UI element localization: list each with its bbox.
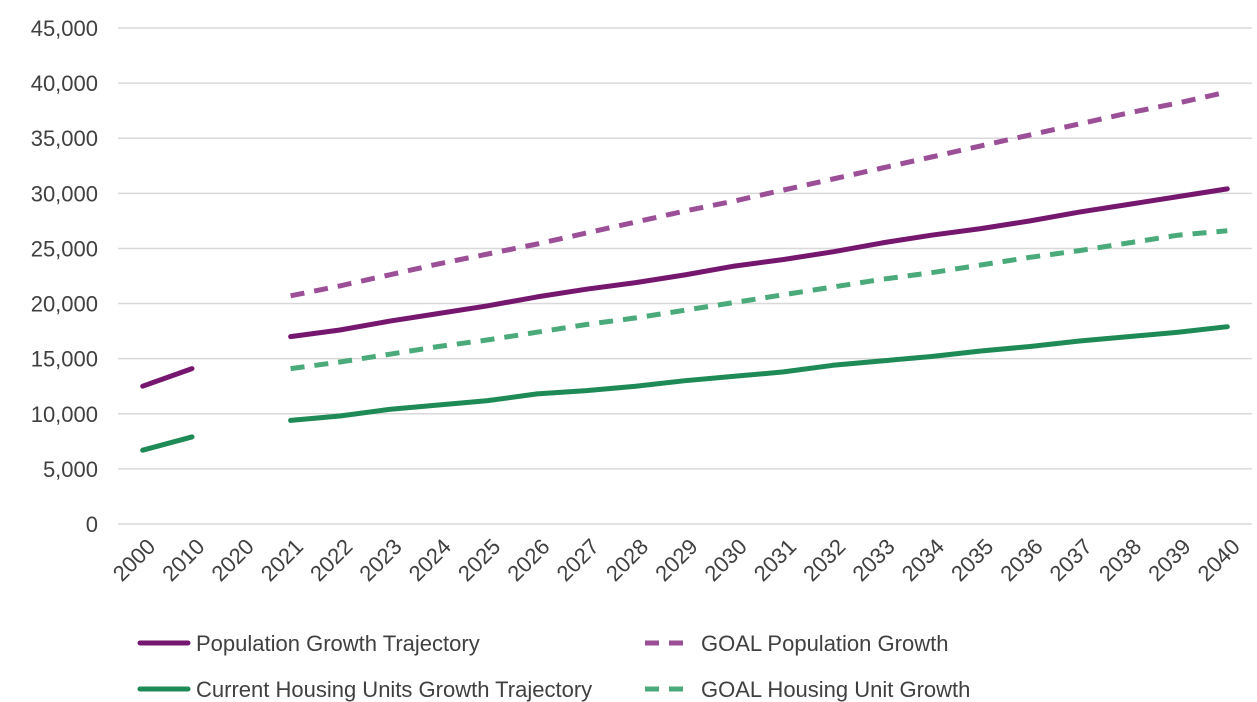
gridlines <box>118 27 1252 525</box>
x-tick-label: 2032 <box>798 534 850 586</box>
legend-label: GOAL Housing Unit Growth <box>701 677 970 702</box>
x-tick-label: 2039 <box>1143 534 1195 586</box>
x-tick-label: 2030 <box>700 534 752 586</box>
x-tick-label: 2038 <box>1094 534 1146 586</box>
x-tick-label: 2040 <box>1193 534 1245 586</box>
legend: Population Growth Trajectory GOAL Populat… <box>137 631 970 702</box>
x-tick-label: 2031 <box>749 534 801 586</box>
x-tick-label: 2022 <box>305 534 357 586</box>
series-lines <box>140 89 1230 453</box>
y-tick-label: 10,000 <box>31 402 98 427</box>
y-tick-label: 35,000 <box>31 126 98 151</box>
series-line-1 <box>288 186 1230 340</box>
x-tick-label: 2024 <box>404 534 456 586</box>
x-tick-label: 2000 <box>108 534 160 586</box>
x-tick-label: 2020 <box>207 534 259 586</box>
y-tick-label: 20,000 <box>31 292 98 317</box>
x-tick-label: 2021 <box>256 534 308 586</box>
y-tick-label: 0 <box>86 512 98 537</box>
series-line-4 <box>290 228 1228 372</box>
y-tick-label: 30,000 <box>31 181 98 206</box>
x-tick-label: 2036 <box>995 534 1047 586</box>
series-line-3 <box>288 324 1230 423</box>
x-tick-label: 2028 <box>601 534 653 586</box>
x-tick-label: 2010 <box>157 534 209 586</box>
y-tick-label: 40,000 <box>31 71 98 96</box>
legend-label: Population Growth Trajectory <box>196 631 480 656</box>
y-tick-label: 15,000 <box>31 347 98 372</box>
x-tick-label: 2033 <box>847 534 899 586</box>
x-tick-label: 2034 <box>897 534 949 586</box>
y-tick-label: 25,000 <box>31 236 98 261</box>
x-axis-ticks: 2000201020202021202220232024202520262027… <box>108 534 1245 586</box>
series-line-2 <box>290 89 1228 299</box>
x-tick-label: 2029 <box>650 534 702 586</box>
x-tick-label: 2035 <box>946 534 998 586</box>
x-tick-label: 2026 <box>502 534 554 586</box>
x-tick-label: 2025 <box>453 534 505 586</box>
y-axis-ticks: 0 5,000 10,000 15,000 20,000 25,000 30,000 35,0… <box>31 16 98 537</box>
x-tick-label: 2023 <box>354 534 406 586</box>
series-line-3 <box>140 434 195 453</box>
x-tick-label: 2037 <box>1045 534 1097 586</box>
legend-label: GOAL Population Growth <box>701 631 948 656</box>
legend-label: Current Housing Units Growth Trajectory <box>196 677 592 702</box>
x-tick-label: 2027 <box>552 534 604 586</box>
series-line-1 <box>140 366 195 389</box>
y-tick-label: 5,000 <box>43 457 98 482</box>
y-tick-label: 45,000 <box>31 16 98 41</box>
